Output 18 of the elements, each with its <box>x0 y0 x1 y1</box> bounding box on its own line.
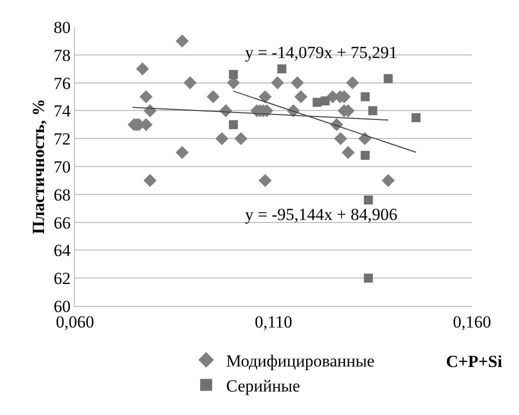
y-tick-label: 64 <box>54 241 72 260</box>
x-axis-title: C+P+Si <box>446 352 502 371</box>
y-tick-label: 78 <box>54 46 71 65</box>
y-tick-label: 76 <box>54 74 71 93</box>
y-tick-label: 80 <box>54 18 71 37</box>
annotation: y = -14,079x + 75,291 <box>245 43 398 62</box>
y-tick-label: 70 <box>54 157 71 176</box>
y-tick-label: 74 <box>54 102 72 121</box>
legend-label: Серийные <box>226 376 300 396</box>
x-tick-label: 0,160 <box>452 312 492 332</box>
y-tick-label: 72 <box>54 130 71 149</box>
y-tick-label: 66 <box>54 213 71 232</box>
legend-label: Модифицированные <box>226 351 374 370</box>
y-tick-label: 62 <box>54 269 71 288</box>
y-axis-title: Пластичность, % <box>29 98 48 234</box>
x-tick-label: 0,110 <box>254 312 292 332</box>
annotation: y = -95,144x + 84,906 <box>245 205 398 224</box>
y-tick-label: 68 <box>54 185 71 204</box>
